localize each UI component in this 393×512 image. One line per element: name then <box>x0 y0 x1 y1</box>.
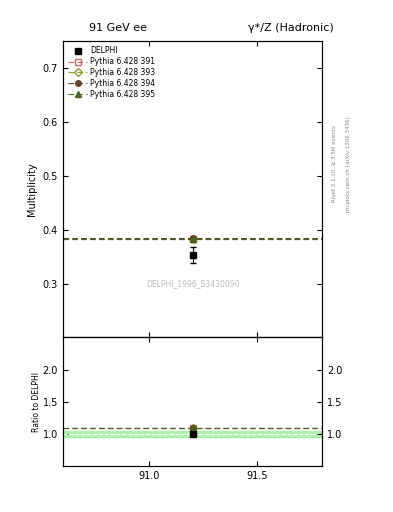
Text: DELPHI_1996_S3430090: DELPHI_1996_S3430090 <box>146 280 239 289</box>
Y-axis label: Multiplicity: Multiplicity <box>27 162 37 216</box>
Legend: DELPHI, Pythia 6.428 391, Pythia 6.428 393, Pythia 6.428 394, Pythia 6.428 395: DELPHI, Pythia 6.428 391, Pythia 6.428 3… <box>67 45 157 100</box>
Bar <box>63 431 322 437</box>
Text: γ*/Z (Hadronic): γ*/Z (Hadronic) <box>248 23 334 33</box>
Text: 91 GeV ee: 91 GeV ee <box>89 23 147 33</box>
Text: mcplots.cern.ch [arXiv:1306.3436]: mcplots.cern.ch [arXiv:1306.3436] <box>346 116 351 211</box>
Text: Rivet 3.1.10, ≥ 3.5M events: Rivet 3.1.10, ≥ 3.5M events <box>332 125 337 202</box>
Y-axis label: Ratio to DELPHI: Ratio to DELPHI <box>32 372 41 432</box>
